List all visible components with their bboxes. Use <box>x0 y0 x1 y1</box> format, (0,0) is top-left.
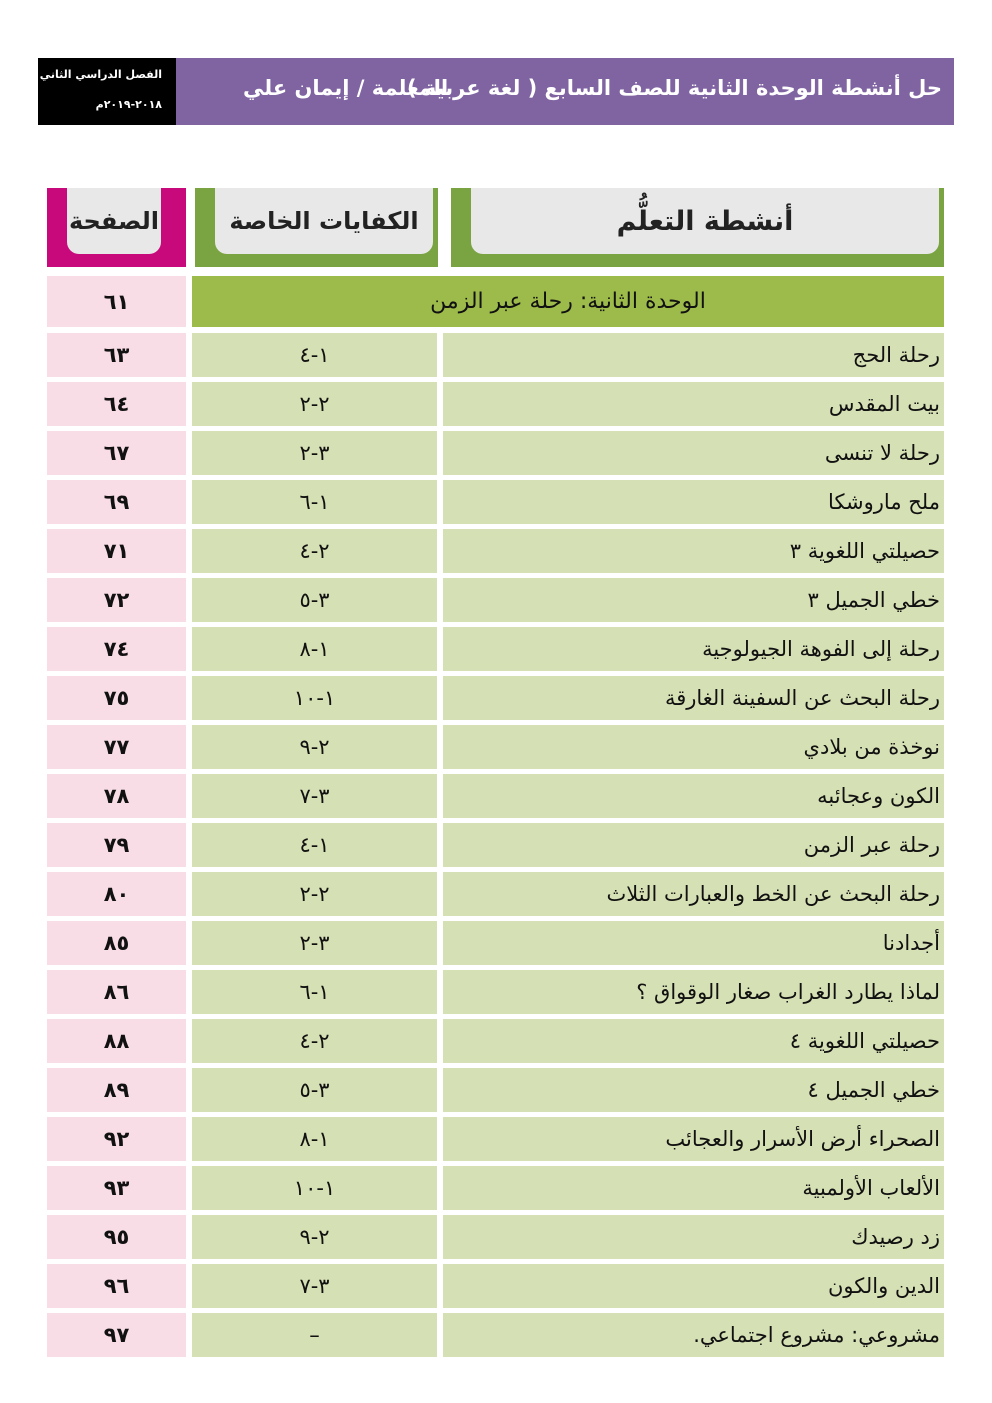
row-competency: ١-٨ <box>192 627 437 671</box>
row-activity: نوخذة من بلادي <box>443 725 944 769</box>
row-activity: خطي الجميل ٤ <box>443 1068 944 1112</box>
row-competency: ٢-٢ <box>192 382 437 426</box>
semester-box: الفصل الدراسي الثاني ٢٠١٨-٢٠١٩م <box>38 58 176 125</box>
header-banner: الفصل الدراسي الثاني ٢٠١٨-٢٠١٩م المعلمة … <box>38 58 954 125</box>
row-competency: ٢-٩ <box>192 725 437 769</box>
row-page: ٦٤ <box>47 382 186 426</box>
row-activity: بيت المقدس <box>443 382 944 426</box>
row-page: ٧٥ <box>47 676 186 720</box>
column-header-activities-label: أنشطة التعلُّم <box>471 188 939 254</box>
page-title: حل أنشطة الوحدة الثانية للصف السابع ( لغ… <box>407 76 942 100</box>
row-activity: رحلة لا تنسى <box>443 431 944 475</box>
teacher-name: المعلمة / إيمان علي <box>243 76 449 100</box>
row-page: ٦٣ <box>47 333 186 377</box>
row-activity: الصحراء أرض الأسرار والعجائب <box>443 1117 944 1161</box>
row-activity: رحلة البحث عن السفينة الغارقة <box>443 676 944 720</box>
row-activity: أجدادنا <box>443 921 944 965</box>
row-competency: ١-٨ <box>192 1117 437 1161</box>
column-header-activities: أنشطة التعلُّم <box>451 188 944 267</box>
row-competency: ١-١٠ <box>192 1166 437 1210</box>
row-activity: رحلة عبر الزمن <box>443 823 944 867</box>
row-page: ٨٦ <box>47 970 186 1014</box>
row-competency: ٢-٤ <box>192 529 437 573</box>
row-page: ٨٠ <box>47 872 186 916</box>
row-activity: حصيلتي اللغوية ٤ <box>443 1019 944 1063</box>
row-page: ٧٧ <box>47 725 186 769</box>
row-page: ٧٢ <box>47 578 186 622</box>
row-competency: ٣-٥ <box>192 578 437 622</box>
row-activity: حصيلتي اللغوية ٣ <box>443 529 944 573</box>
row-activity: رحلة البحث عن الخط والعبارات الثلاث <box>443 872 944 916</box>
row-page: ٩٥ <box>47 1215 186 1259</box>
row-activity: ملح ماروشكا <box>443 480 944 524</box>
row-page: ٩٧ <box>47 1313 186 1357</box>
row-page: ٨٩ <box>47 1068 186 1112</box>
semester-label: الفصل الدراسي الثاني <box>39 68 162 81</box>
row-page: ٧٤ <box>47 627 186 671</box>
row-competency: ٣-٧ <box>192 1264 437 1308</box>
row-activity: لماذا يطارد الغراب صغار الوقواق ؟ <box>443 970 944 1014</box>
row-competency: ٣-٥ <box>192 1068 437 1112</box>
row-competency: ٢-٩ <box>192 1215 437 1259</box>
row-competency: ١-٤ <box>192 333 437 377</box>
row-competency: ٢-٤ <box>192 1019 437 1063</box>
row-activity: زد رصيدك <box>443 1215 944 1259</box>
column-header-page-label: الصفحة <box>67 188 161 254</box>
row-competency: – <box>192 1313 437 1357</box>
unit-page: ٦١ <box>47 276 186 327</box>
year-label: ٢٠١٨-٢٠١٩م <box>95 98 162 111</box>
row-competency: ٢-٢ <box>192 872 437 916</box>
row-page: ٦٩ <box>47 480 186 524</box>
row-page: ٨٨ <box>47 1019 186 1063</box>
row-activity: مشروعي: مشروع اجتماعي. <box>443 1313 944 1357</box>
row-competency: ١-١٠ <box>192 676 437 720</box>
row-competency: ٣-٢ <box>192 431 437 475</box>
row-activity: خطي الجميل ٣ <box>443 578 944 622</box>
row-activity: الدين والكون <box>443 1264 944 1308</box>
row-page: ٩٢ <box>47 1117 186 1161</box>
row-activity: رحلة إلى الفوهة الجيولوجية <box>443 627 944 671</box>
row-competency: ١-٦ <box>192 970 437 1014</box>
row-page: ٧٩ <box>47 823 186 867</box>
row-competency: ٣-٢ <box>192 921 437 965</box>
column-header-competencies: الكفايات الخاصة <box>195 188 438 267</box>
row-page: ٩٣ <box>47 1166 186 1210</box>
row-activity: رحلة الحج <box>443 333 944 377</box>
unit-title: الوحدة الثانية: رحلة عبر الزمن <box>192 276 944 327</box>
row-page: ٧٨ <box>47 774 186 818</box>
row-page: ٦٧ <box>47 431 186 475</box>
row-page: ٩٦ <box>47 1264 186 1308</box>
column-header-competencies-label: الكفايات الخاصة <box>215 188 433 254</box>
row-page: ٧١ <box>47 529 186 573</box>
row-competency: ٣-٧ <box>192 774 437 818</box>
row-page: ٨٥ <box>47 921 186 965</box>
column-header-page: الصفحة <box>47 188 186 267</box>
row-competency: ١-٦ <box>192 480 437 524</box>
row-competency: ١-٤ <box>192 823 437 867</box>
row-activity: الكون وعجائبه <box>443 774 944 818</box>
row-activity: الألعاب الأولمبية <box>443 1166 944 1210</box>
